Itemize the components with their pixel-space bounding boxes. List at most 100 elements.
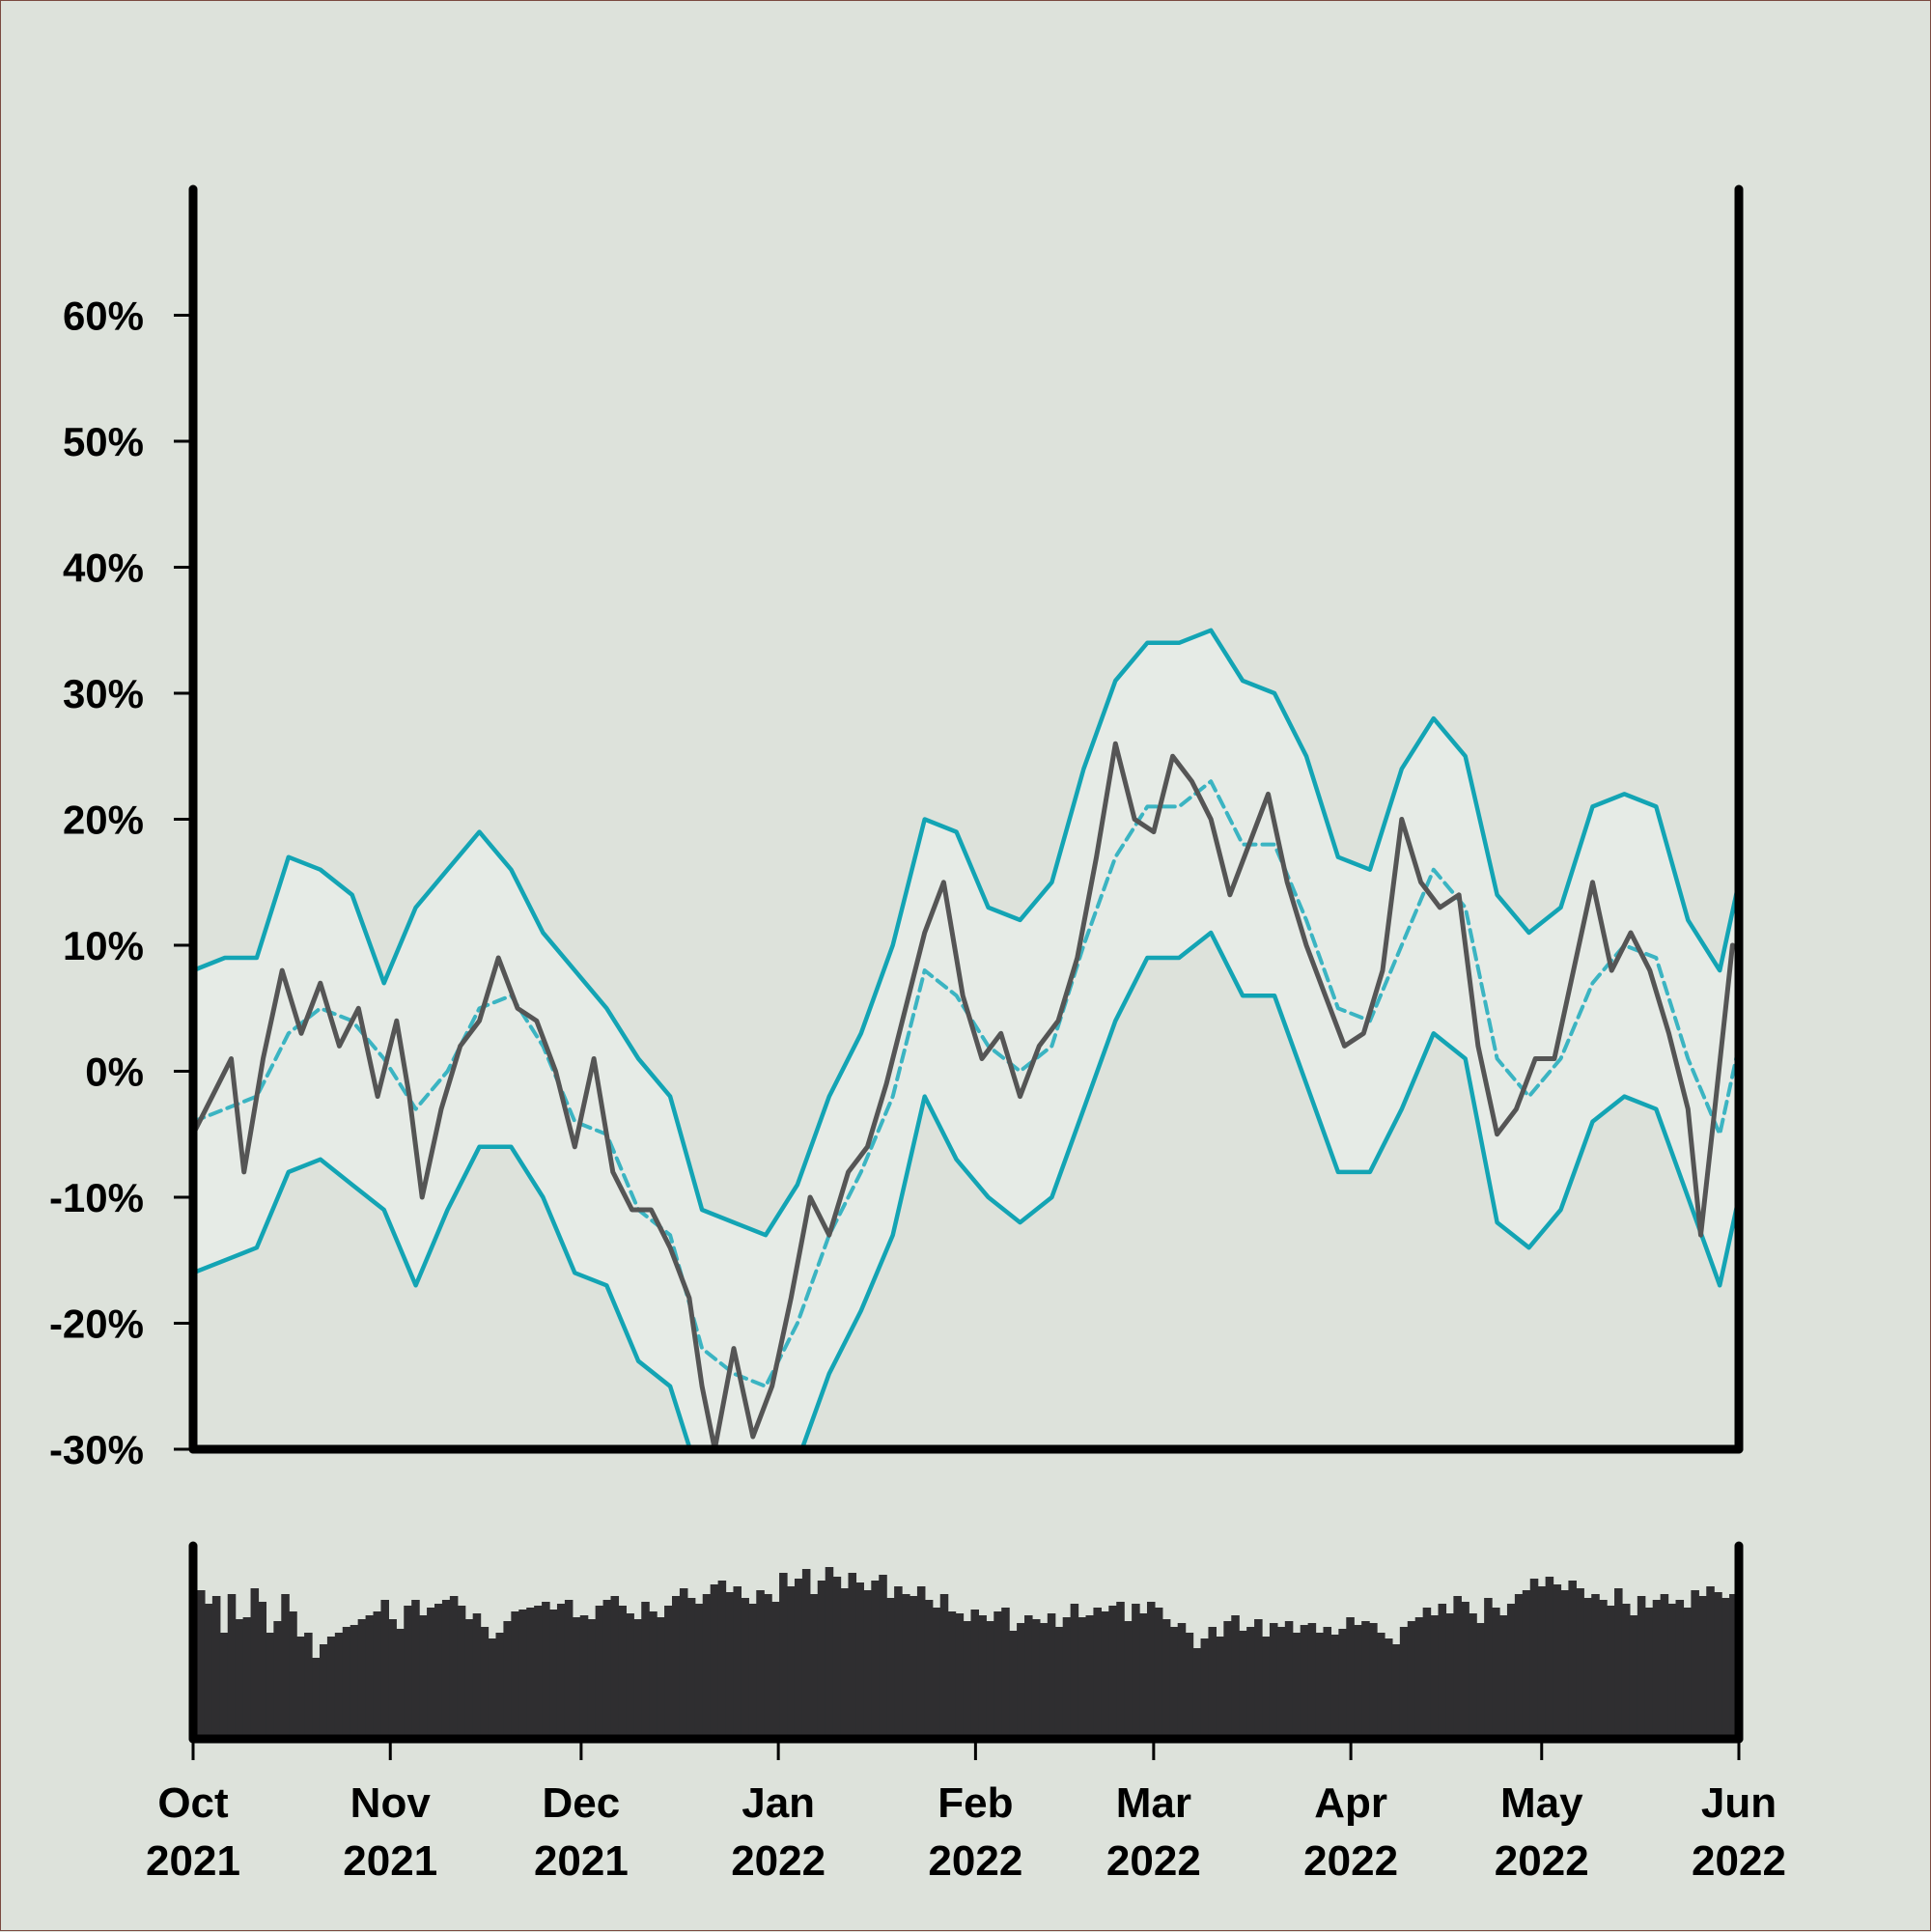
x-tick-month: Jan: [742, 1779, 815, 1827]
volume-bar: [326, 1637, 336, 1739]
volume-bar: [756, 1590, 765, 1739]
volume-bar: [686, 1598, 696, 1739]
x-tick-month: Dec: [543, 1779, 621, 1827]
volume-bar: [1338, 1629, 1347, 1739]
volume-bar: [894, 1586, 903, 1739]
volume-bar: [1216, 1637, 1224, 1739]
volume-bar: [365, 1615, 375, 1739]
volume-bar: [641, 1602, 650, 1739]
x-tick-month: Jun: [1701, 1779, 1777, 1827]
volume-bar: [741, 1598, 749, 1739]
volume-bar: [710, 1584, 719, 1739]
volume-bar: [1300, 1625, 1309, 1739]
volume-bar: [902, 1594, 910, 1739]
volume-bar: [457, 1606, 466, 1739]
volume-bar: [1683, 1608, 1692, 1739]
volume-bar: [1315, 1633, 1325, 1739]
volume-bar: [1154, 1608, 1163, 1739]
volume-bar: [1637, 1596, 1646, 1739]
volume-bar: [1132, 1604, 1140, 1739]
volume-bar: [649, 1611, 658, 1739]
volume-bar: [1469, 1613, 1477, 1739]
volume-bar: [350, 1625, 359, 1739]
volume-bar: [694, 1604, 704, 1739]
volume-bar: [312, 1658, 321, 1739]
volume-bar: [1514, 1594, 1524, 1739]
volume-bar: [817, 1581, 826, 1739]
volume-bar: [1537, 1586, 1547, 1739]
x-tick-month: Oct: [157, 1779, 229, 1827]
volume-bar: [679, 1588, 688, 1739]
volume-bar: [733, 1586, 742, 1739]
x-tick-year: 2022: [1692, 1837, 1786, 1885]
volume-bar: [1560, 1590, 1570, 1739]
volume-bar: [1208, 1627, 1217, 1739]
volume-bar: [1269, 1623, 1278, 1739]
volume-bar: [388, 1619, 397, 1739]
volume-bar: [879, 1575, 887, 1739]
volume-bar: [219, 1633, 229, 1739]
y-tick-label: -10%: [49, 1175, 144, 1220]
volume-bar: [970, 1610, 980, 1739]
volume-bar: [1077, 1617, 1087, 1739]
volume-bar: [1568, 1581, 1577, 1739]
volume-bar: [296, 1637, 305, 1739]
x-tick-year: 2022: [1495, 1837, 1589, 1885]
volume-bar: [1361, 1621, 1370, 1739]
volume-bar: [549, 1610, 558, 1739]
volume-bar: [472, 1613, 482, 1739]
volume-bar: [1161, 1619, 1171, 1739]
volume-bar: [947, 1611, 957, 1739]
volume-bar: [657, 1617, 665, 1739]
volume-bar: [1506, 1604, 1516, 1739]
volume-bar: [1177, 1623, 1187, 1739]
volume-bar: [1276, 1627, 1286, 1739]
x-tick-year: 2022: [1303, 1837, 1398, 1885]
volume-bar: [764, 1594, 772, 1739]
volume-bar: [602, 1600, 612, 1739]
x-tick-month: May: [1500, 1779, 1583, 1827]
volume-bar: [1391, 1644, 1401, 1739]
volume-bar: [503, 1621, 512, 1739]
volume-bar: [978, 1615, 987, 1739]
upper-band-line: [193, 628, 1739, 1238]
volume-bar: [801, 1569, 811, 1739]
volume-bar: [1407, 1621, 1416, 1739]
x-tick-year: 2021: [146, 1837, 240, 1885]
volume-bar: [863, 1590, 872, 1739]
x-tick-month: Mar: [1116, 1779, 1191, 1827]
volume-bar: [1414, 1617, 1424, 1739]
volume-bar: [227, 1594, 237, 1739]
volume-bar: [725, 1592, 735, 1739]
volume-bar: [1284, 1621, 1294, 1739]
volume-bar: [1001, 1608, 1010, 1739]
volume-bar: [1529, 1579, 1539, 1739]
volume-bar: [787, 1586, 796, 1739]
volume-bar: [1484, 1598, 1493, 1739]
volume-bar: [771, 1602, 780, 1739]
volume-bar: [1262, 1637, 1271, 1739]
volume-bar: [1377, 1633, 1385, 1739]
x-tick-year: 2021: [343, 1837, 437, 1885]
volume-bar: [1438, 1604, 1447, 1739]
volume-bar: [1185, 1633, 1194, 1739]
volume-bar: [1192, 1648, 1202, 1739]
volume-bar: [542, 1602, 550, 1739]
y-tick-label: -20%: [49, 1302, 144, 1347]
volume-bar: [441, 1600, 451, 1739]
volume-bar: [825, 1567, 834, 1739]
volume-bar: [404, 1606, 412, 1739]
volume-bar: [289, 1611, 297, 1739]
volume-bar: [610, 1596, 620, 1739]
volume-bar: [357, 1619, 367, 1739]
volume-bar: [1675, 1600, 1685, 1739]
volume-bar: [380, 1600, 389, 1739]
volume-bar: [618, 1606, 627, 1739]
volume-bar: [556, 1604, 566, 1739]
volume-bar: [1522, 1590, 1531, 1739]
volume-bar: [534, 1606, 543, 1739]
volume-bar: [1031, 1619, 1041, 1739]
volume-bar: [1369, 1623, 1378, 1739]
volume-bar: [1545, 1577, 1554, 1739]
volume-bar: [572, 1617, 581, 1739]
